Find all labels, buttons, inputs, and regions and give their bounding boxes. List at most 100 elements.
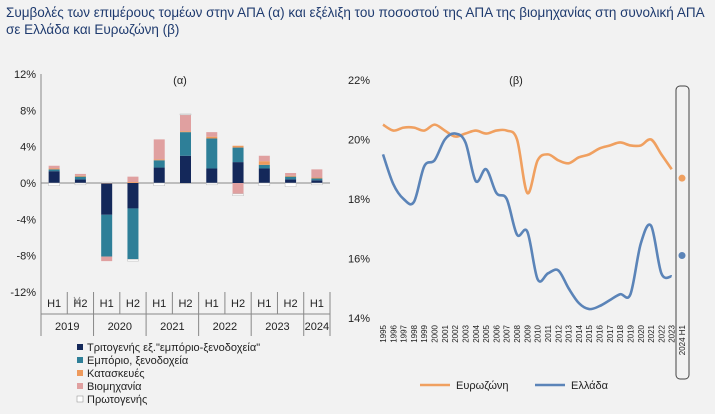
legend-swatch	[77, 344, 83, 350]
legend-swatch	[77, 357, 83, 363]
x-tick-label-a: H2	[178, 298, 192, 310]
x-tick-label-b: 2010	[534, 324, 543, 342]
y-tick-label-a: 0%	[20, 178, 36, 190]
x-tick-label-b: 2019	[626, 324, 635, 342]
legend-label: Κατασκευές	[87, 368, 145, 380]
y-tick-label-b: 20%	[348, 135, 370, 147]
bar-segment	[232, 193, 244, 196]
left-x-axis-grid	[40, 292, 331, 336]
legend-label: Εμπόριο, ξενοδοχεία	[87, 355, 189, 367]
x-tick-label-b: 2013	[565, 324, 574, 342]
y-tick-label-a: -12%	[10, 287, 36, 299]
x-tick-label-a: H1	[47, 298, 61, 310]
bar-segment	[206, 136, 218, 139]
x-tick-label-b: 2018	[616, 324, 625, 342]
bar-segment	[153, 139, 165, 160]
x-tick-label-b: 2017	[606, 324, 615, 342]
x-tick-label-b: 1999	[420, 324, 429, 342]
x-tick-label-b: 2005	[482, 324, 491, 342]
bar-segment	[127, 176, 139, 183]
x-tick-label-b: 2022	[657, 324, 666, 342]
bar-segment	[127, 259, 139, 262]
bar-segment	[206, 168, 218, 183]
bar-segment	[48, 165, 60, 169]
x-tick-label-a: H2	[284, 298, 298, 310]
x-tick-label-a: H1	[310, 298, 324, 310]
bar-segment	[180, 132, 191, 156]
x-tick-label-b: 2020	[637, 324, 646, 342]
legend-label: Ελλάδα	[571, 380, 609, 392]
y-tick-label-a: 8%	[20, 105, 36, 117]
y-tick-label-b: 14%	[348, 313, 370, 325]
bar-segment	[311, 169, 323, 178]
bar-segment	[206, 132, 218, 137]
legend-swatch	[77, 370, 83, 376]
y-tick-label-a: 4%	[20, 142, 36, 154]
legend-label: Βιομηχανία	[87, 381, 142, 393]
bar-segment	[258, 168, 270, 183]
series-endpoint	[678, 174, 686, 182]
bar-segment	[74, 175, 86, 177]
x-tick-label-b: 2007	[503, 324, 512, 342]
bar-segment	[153, 160, 165, 168]
bar-segment	[258, 164, 270, 169]
year-label: 2020	[108, 321, 132, 333]
x-tick-label-b: 2014	[575, 324, 584, 342]
bar-segment	[232, 147, 244, 163]
bar-segment	[153, 167, 165, 183]
year-label: 2024	[305, 321, 329, 333]
x-tick-label-b: 2008	[513, 324, 522, 342]
legend-label: Ευρωζώνη	[456, 380, 509, 392]
bar-segment	[180, 131, 191, 133]
bar-segment	[74, 173, 86, 176]
x-tick-label-b: 2006	[492, 324, 501, 342]
x-tick-label-a: H1	[257, 298, 271, 310]
bar-segment	[285, 176, 297, 180]
x-tick-label-b: 2016	[596, 324, 605, 342]
chart-title: Συμβολές των επιμέρους τομέων στην ΑΠΑ (…	[6, 5, 704, 37]
series-line	[382, 123, 673, 195]
bar-segment	[285, 175, 297, 177]
x-tick-label-b: 2012	[554, 324, 563, 342]
x-tick-label-b: 2024 H1	[678, 324, 687, 355]
year-label: 2023	[265, 321, 289, 333]
bar-segment	[206, 138, 218, 169]
y-tick-label-b: 18%	[348, 194, 370, 206]
bar-segment	[232, 145, 244, 148]
y-tick-label-b: 16%	[348, 254, 370, 266]
x-tick-label-a: H2	[126, 298, 140, 310]
bar-segment	[284, 182, 297, 187]
year-label: 2019	[55, 321, 79, 333]
bar-segment	[101, 183, 113, 215]
bar-segment	[206, 182, 218, 186]
bar-segment	[232, 162, 244, 183]
bar-segment	[101, 183, 113, 184]
x-tick-label-b: 2004	[472, 324, 481, 342]
series-endpoint	[678, 252, 686, 260]
y-tick-label-a: -4%	[16, 214, 36, 226]
series-line	[381, 132, 673, 311]
y-tick-label-a: 12%	[14, 69, 36, 81]
bar-segment	[311, 180, 323, 183]
bar-segment	[180, 114, 191, 132]
bar-segment	[74, 179, 86, 183]
panel-label-a: (α)	[173, 75, 187, 87]
x-tick-label-a: H1	[205, 298, 219, 310]
bar-segment	[258, 182, 271, 186]
x-tick-label-a: H2	[231, 298, 245, 310]
x-tick-label-b: 2021	[647, 324, 656, 342]
bar-segment	[101, 256, 113, 262]
year-label: 2022	[213, 321, 237, 333]
bar-segment	[48, 171, 60, 183]
legend-label: Τριτογενής εξ."εμπόριο-ξενοδοχεία"	[87, 342, 260, 354]
bar-segment	[311, 177, 323, 179]
x-tick-label-b: 1997	[400, 324, 409, 342]
bar-segment	[101, 214, 113, 257]
bar-segment	[232, 183, 244, 194]
bar-segment	[127, 182, 139, 183]
x-tick-label-a: H1	[152, 298, 166, 310]
bar-segment	[311, 178, 323, 181]
bar-segment	[48, 182, 60, 186]
legend-swatch	[77, 383, 83, 389]
x-tick-label-b: 2023	[668, 324, 677, 342]
